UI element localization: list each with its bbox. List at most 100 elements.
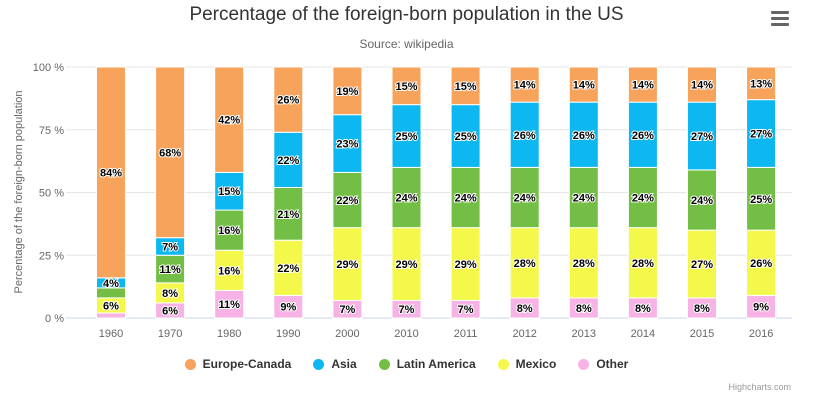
data-label: 27%	[691, 259, 713, 271]
legend-item-asia[interactable]: Asia	[313, 357, 357, 371]
bar-segment-mexico	[509, 227, 540, 299]
legend-label: Latin America	[396, 357, 476, 371]
x-tick-label: 1980	[217, 328, 241, 340]
y-tick-label: 100 %	[33, 62, 64, 74]
y-tick-label: 0 %	[45, 313, 64, 325]
legend-item-europe-canada[interactable]: Europe-Canada	[184, 357, 292, 371]
chart-subtitle: Source: wikipedia	[359, 37, 454, 51]
data-label: 68%	[159, 147, 181, 159]
data-label: 26%	[514, 130, 536, 142]
data-label: 8%	[576, 303, 592, 315]
bar-segment-latin-america	[214, 209, 245, 251]
data-label: 24%	[573, 193, 595, 205]
data-label: 8%	[162, 288, 178, 300]
bar-segment-latin-america	[568, 166, 599, 229]
data-label: 25%	[750, 194, 772, 206]
data-label: 6%	[162, 305, 178, 317]
data-label: 16%	[218, 225, 240, 237]
legend: Europe-Canada Asia Latin America Mexico Othe…	[0, 357, 813, 371]
data-label: 21%	[277, 209, 299, 221]
bar-segment-europe-canada	[627, 66, 658, 103]
data-label: 15%	[395, 81, 417, 93]
legend-item-other[interactable]: Other	[578, 357, 628, 371]
data-label: 15%	[455, 81, 477, 93]
data-label: 22%	[336, 195, 358, 207]
data-label: 9%	[280, 302, 296, 314]
data-label: 26%	[750, 258, 772, 270]
bar-segment-asia	[214, 171, 245, 211]
data-label: 25%	[455, 131, 477, 143]
data-label: 24%	[514, 193, 536, 205]
bar-segment-asia	[509, 101, 540, 168]
data-label: 29%	[336, 259, 358, 271]
data-label: 14%	[632, 80, 654, 92]
data-label: 29%	[455, 259, 477, 271]
x-tick-label: 2016	[749, 328, 773, 340]
bar-segment-latin-america	[155, 254, 186, 284]
bar-segment-europe-canada	[450, 66, 481, 106]
legend-label: Asia	[331, 357, 357, 371]
legend-marker-icon	[378, 358, 390, 370]
data-label: 27%	[691, 131, 713, 143]
data-label: 42%	[218, 115, 240, 127]
bar-segment-mexico	[746, 229, 777, 296]
bar-segment-asia	[687, 101, 717, 171]
bar-segment-other	[214, 289, 245, 319]
data-label: 25%	[395, 131, 417, 143]
data-label: 13%	[750, 78, 772, 90]
legend-marker-icon	[313, 358, 325, 370]
x-tick-label: 2012	[512, 328, 536, 340]
bar-segment-latin-america	[746, 166, 777, 231]
chart-title: Percentage of the foreign-born populatio…	[189, 4, 624, 25]
bar-segment-asia	[273, 131, 304, 188]
hamburger-menu-icon[interactable]	[771, 11, 789, 27]
data-label: 14%	[514, 80, 536, 92]
bar-segment-mexico	[687, 229, 717, 299]
bar-segment-mexico	[568, 227, 599, 299]
data-label: 4%	[103, 278, 119, 290]
data-label: 28%	[632, 258, 654, 270]
legend-label: Europe-Canada	[202, 357, 292, 371]
credits-link[interactable]: Highcharts.com	[728, 382, 791, 392]
bar-segment-mexico	[627, 227, 658, 299]
x-tick-label: 1960	[99, 328, 123, 340]
y-tick-label: 75 %	[39, 125, 64, 137]
legend-item-latin-america[interactable]: Latin America	[378, 357, 476, 371]
data-label: 7%	[162, 241, 178, 253]
bar-segment-mexico	[450, 227, 481, 301]
data-label: 24%	[691, 195, 713, 207]
bar-segment-europe-canada	[391, 66, 422, 106]
data-label: 14%	[691, 80, 713, 92]
x-tick-label: 2010	[394, 328, 418, 340]
data-label: 26%	[277, 95, 299, 107]
data-label: 24%	[632, 193, 654, 205]
data-label: 11%	[159, 264, 181, 276]
bar-segment-latin-america	[687, 169, 717, 231]
x-tick-label: 2011	[454, 328, 478, 340]
data-label: 26%	[632, 130, 654, 142]
data-label: 9%	[753, 302, 769, 314]
bar-segment-europe-canada	[332, 66, 363, 116]
bar-segment-mexico	[391, 227, 422, 301]
data-label: 7%	[458, 304, 474, 316]
bar-segment-latin-america	[627, 166, 658, 229]
legend-item-mexico[interactable]: Mexico	[497, 357, 557, 371]
data-label: 24%	[455, 193, 477, 205]
bar-segment-other	[96, 312, 126, 319]
data-label: 26%	[573, 130, 595, 142]
bar-segment-asia	[391, 104, 422, 168]
data-label: 84%	[100, 167, 122, 179]
bar-segment-europe-canada	[509, 66, 540, 103]
legend-marker-icon	[497, 358, 509, 370]
data-label: 22%	[277, 263, 299, 275]
data-label: 11%	[218, 299, 240, 311]
data-label: 24%	[395, 193, 417, 205]
legend-label: Mexico	[515, 357, 557, 371]
data-label: 8%	[517, 303, 533, 315]
legend-marker-icon	[184, 358, 196, 370]
legend-label: Other	[596, 357, 629, 371]
data-label: 28%	[573, 258, 595, 270]
data-label: 27%	[750, 129, 772, 141]
bar-segment-asia	[450, 104, 481, 168]
bar-segment-europe-canada	[687, 66, 717, 103]
